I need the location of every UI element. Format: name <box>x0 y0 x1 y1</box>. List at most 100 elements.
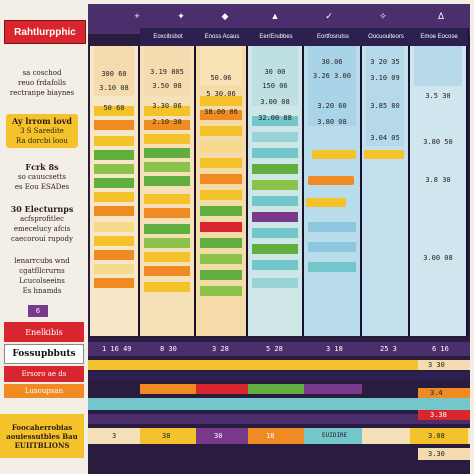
total-cell[interactable]: 6 16 <box>432 345 449 353</box>
band <box>88 360 470 370</box>
sidebar-block[interactable]: Ay lrrom lovd 3 S Saredite Ra dorcbi loo… <box>6 114 78 148</box>
bottom-cell[interactable]: 18 <box>266 432 275 440</box>
plus-icon[interactable]: + <box>134 11 140 21</box>
sidebar-block[interactable]: 30 Electurnps acfsprofitlec emecelucy af… <box>6 202 78 246</box>
bottom-cell[interactable]: 38 <box>162 432 171 440</box>
cell-bg <box>140 428 196 444</box>
data-column: 30 00 150 06 3.00 08 32.00 88 <box>248 46 304 336</box>
cell-value[interactable]: 50.06 <box>210 74 232 82</box>
column-header[interactable]: Eortfosrutss <box>304 28 363 46</box>
bottom-cell[interactable]: 3.08 <box>428 432 445 440</box>
cell-value[interactable]: 3.26 3.00 <box>313 72 351 80</box>
line: 3 S Saredite <box>20 127 64 135</box>
data-column: 50.06 5 30.06 38.00 06 <box>196 46 248 336</box>
side-tag[interactable]: 3.4 <box>430 389 443 397</box>
cell-value[interactable]: 3.20 60 <box>317 102 347 110</box>
cell-value[interactable]: 5 30.06 <box>206 90 236 98</box>
star-icon[interactable]: ✧ <box>379 10 387 21</box>
data-column: 3 20 35 3.10 09 3.85 80 3.04 05 <box>362 46 410 336</box>
cell-value[interactable]: 3.30 06 <box>152 102 182 110</box>
total-cell[interactable]: 3 18 <box>326 345 343 353</box>
data-column: 3.5 30 3.80 50 3.8 30 3.00 08 <box>410 46 468 336</box>
cell-value[interactable]: 150 06 <box>262 82 288 90</box>
column-header[interactable]: Eoxcibsbot <box>140 28 197 46</box>
band <box>88 372 470 380</box>
cell-value[interactable]: 3.85 80 <box>370 102 400 110</box>
total-cell[interactable]: 3 28 <box>212 345 229 353</box>
cell-value[interactable]: 3.80 50 <box>423 138 453 146</box>
cell-bg <box>304 428 362 444</box>
band <box>88 414 470 424</box>
total-cell[interactable]: 8 30 <box>160 345 177 353</box>
sidebar-label[interactable]: Enelkibis <box>4 322 84 342</box>
data-column: 3.19 805 3.50 08 3.30 06 2.10 30 <box>140 46 196 336</box>
diamond-icon[interactable]: ◆ <box>221 10 229 21</box>
tag-bg <box>418 448 470 460</box>
total-cell[interactable]: 1 16 49 <box>102 345 132 353</box>
cell-value[interactable]: 3.00 08 <box>260 98 290 106</box>
side-tag[interactable]: 3 30 <box>428 361 445 369</box>
sidebar-block[interactable]: lenarrcubs wnd cgatfllcrurns Lcucolseein… <box>6 254 78 298</box>
line: so cauucsetts <box>17 173 66 181</box>
cell-value[interactable]: 3.00 08 <box>423 254 453 262</box>
line: lenarrcubs wnd <box>14 257 70 265</box>
cell-value[interactable]: 3 20 35 <box>370 58 400 66</box>
cell-value[interactable]: 3.80 08 <box>317 118 347 126</box>
cell-value[interactable]: 300 60 <box>101 70 127 78</box>
cell-value[interactable]: 3.8 30 <box>425 176 451 184</box>
sidebar-footer[interactable]: Foocaherrobias aouiessutbles Bau EUIITBL… <box>0 414 84 458</box>
cell-value[interactable]: 3.04 05 <box>370 134 400 142</box>
cell-bg <box>248 428 304 444</box>
total-cell[interactable]: 25 3 <box>380 345 397 353</box>
column-header[interactable]: Emoe Eocose <box>410 28 469 46</box>
cell-value[interactable]: 32.00 88 <box>258 114 292 122</box>
column-header[interactable]: Oocuoulteors <box>362 28 411 46</box>
line: rectranpe biaynes <box>9 89 75 97</box>
sidebar-block[interactable]: sa coschod reuo frdafolls rectranpe biay… <box>6 66 78 100</box>
cell-value[interactable]: 3.10 08 <box>99 84 129 92</box>
delta-icon[interactable]: Δ <box>437 11 444 21</box>
total-cell[interactable]: 5 28 <box>266 345 283 353</box>
line: acfsprofitlec <box>19 215 65 223</box>
bottom-cell[interactable]: EUIDIRE <box>322 432 348 439</box>
line: emecelucy afcis <box>13 225 71 233</box>
line: Es hnamds <box>22 287 62 295</box>
sidebar-label[interactable]: Fossupbbuts <box>4 344 84 364</box>
triangle-icon[interactable]: ▲ <box>270 11 280 21</box>
band <box>140 384 196 394</box>
cell-value[interactable]: 2.10 30 <box>152 118 182 126</box>
app-title: Rahtlurpphic <box>4 20 86 44</box>
cell-value[interactable]: 3.10 09 <box>370 74 400 82</box>
column-header[interactable]: Eer/Erubbes <box>248 28 305 46</box>
line: Lcucolseeins <box>19 277 65 285</box>
cell-value[interactable]: 38.00 06 <box>204 108 238 116</box>
line: caecoroui rupody <box>11 235 73 243</box>
sparkle-icon[interactable]: ✦ <box>177 10 185 21</box>
line: es Eou ESADes <box>14 183 70 191</box>
band <box>196 384 248 394</box>
column-header[interactable]: Enoss Acaus <box>196 28 249 46</box>
sidebar-block[interactable]: Fcrk 8s so cauucsetts es Eou ESADes <box>6 160 78 194</box>
cell-bg <box>196 428 248 444</box>
totals-row <box>88 342 470 356</box>
sidebar-label[interactable]: Lusoupsan <box>4 384 84 398</box>
cell-value[interactable]: 30 00 <box>264 68 286 76</box>
data-column: 300 60 3.10 08 50 60 <box>90 46 140 336</box>
bottom-cell[interactable]: 3 <box>112 432 117 440</box>
side-tag[interactable]: 3.30 <box>428 450 445 458</box>
sidebar-label[interactable]: Ersoro ae ds <box>4 366 84 382</box>
bottom-cell[interactable]: 30 <box>214 432 223 440</box>
line: sa coschod <box>22 69 62 77</box>
line: Ay lrrom lovd <box>12 116 72 126</box>
check-icon[interactable]: ✓ <box>325 10 333 21</box>
side-tag[interactable]: 3.38 <box>430 411 447 419</box>
cell-value[interactable]: 3.5 30 <box>425 92 451 100</box>
line: cgatfllcrurns <box>19 267 65 275</box>
cell-value[interactable]: 3.19 805 <box>150 68 184 76</box>
cell-value[interactable]: 30.06 <box>321 58 343 66</box>
line: Ra dorcbi loou <box>16 137 68 145</box>
band <box>248 384 304 394</box>
cell-value[interactable]: 3.50 08 <box>152 82 182 90</box>
band <box>304 384 362 394</box>
cell-value[interactable]: 50 60 <box>103 104 125 112</box>
